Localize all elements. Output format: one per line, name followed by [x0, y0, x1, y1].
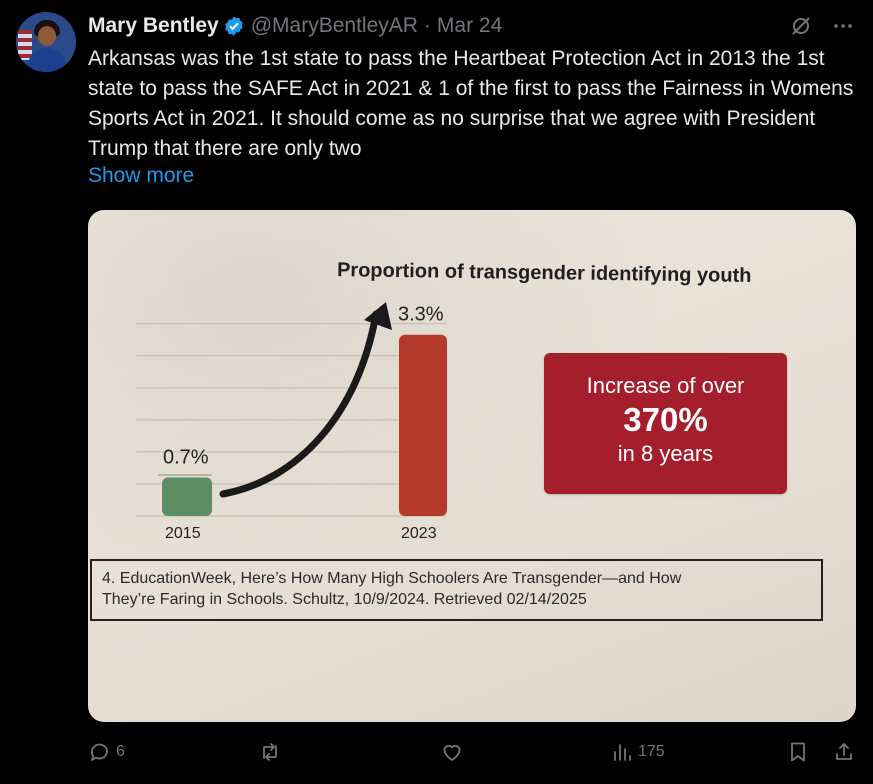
grok-icon[interactable]: [789, 14, 813, 38]
increase-callout: Increase of over 370% in 8 years: [544, 353, 787, 494]
callout-line3: in 8 years: [617, 441, 714, 466]
views-count: 175: [638, 743, 665, 760]
like-button[interactable]: [440, 740, 468, 764]
avatar-body: [28, 48, 66, 72]
tweet-media-image[interactable]: Proportion of transgender identifying yo…: [88, 210, 856, 722]
tweet-date[interactable]: Mar 24: [436, 14, 503, 37]
source-citation: 4. EducationWeek, Here’s How Many High S…: [90, 559, 823, 621]
bookmark-icon: [791, 742, 805, 762]
tweet-text: Arkansas was the 1st state to pass the H…: [88, 47, 854, 160]
bar-2015: [162, 477, 212, 516]
avatar-face: [38, 26, 56, 46]
share-icon: [836, 743, 852, 760]
trend-arrow-head: [364, 302, 392, 330]
chart-title: Proportion of transgender identifying yo…: [337, 259, 752, 287]
reply-button[interactable]: 6: [88, 740, 125, 764]
more-icon[interactable]: [831, 14, 855, 38]
bar-2023: [399, 334, 447, 516]
author-name[interactable]: Mary Bentley: [88, 14, 219, 37]
views-button[interactable]: 175: [610, 740, 665, 764]
reply-icon: [91, 743, 108, 761]
avatar[interactable]: [16, 12, 76, 72]
trend-arrow-icon: [219, 310, 380, 498]
tweet-header: Mary Bentley @MaryBentleyAR · Mar 24: [88, 12, 502, 40]
data-label-2023: 3.3%: [398, 304, 444, 326]
chart-grid: [136, 323, 446, 517]
verified-badge-icon: [225, 16, 243, 36]
views-icon: [614, 744, 631, 761]
data-label-2015: 0.7%: [163, 447, 209, 469]
author-handle[interactable]: @MaryBentleyAR: [250, 14, 418, 37]
citation-line2: They’re Faring in Schools. Schultz, 10/9…: [102, 591, 587, 608]
category-label-2015: 2015: [165, 525, 201, 542]
retweet-button[interactable]: [258, 740, 286, 764]
reply-count: 6: [116, 743, 125, 760]
citation-line1: 4. EducationWeek, Here’s How Many High S…: [102, 570, 682, 587]
share-button[interactable]: [832, 740, 856, 764]
bookmark-button[interactable]: [786, 740, 810, 764]
separator-dot: ·: [423, 14, 431, 37]
tweet-top-actions: [789, 14, 855, 38]
like-icon: [443, 744, 461, 761]
avatar-flag: [18, 30, 32, 60]
chart: Proportion of transgender identifying yo…: [136, 259, 752, 542]
category-label-2023: 2023: [401, 525, 437, 542]
chart-labels: 0.7% 2015 3.3% 2023: [158, 304, 444, 542]
tweet-action-bar: 6 175: [88, 740, 860, 776]
retweet-icon: [263, 743, 277, 761]
show-more-link[interactable]: Show more: [88, 164, 195, 187]
callout-line1: Increase of over: [586, 373, 745, 398]
callout-percentage: 370%: [623, 401, 708, 438]
chart-bars: [162, 334, 447, 516]
